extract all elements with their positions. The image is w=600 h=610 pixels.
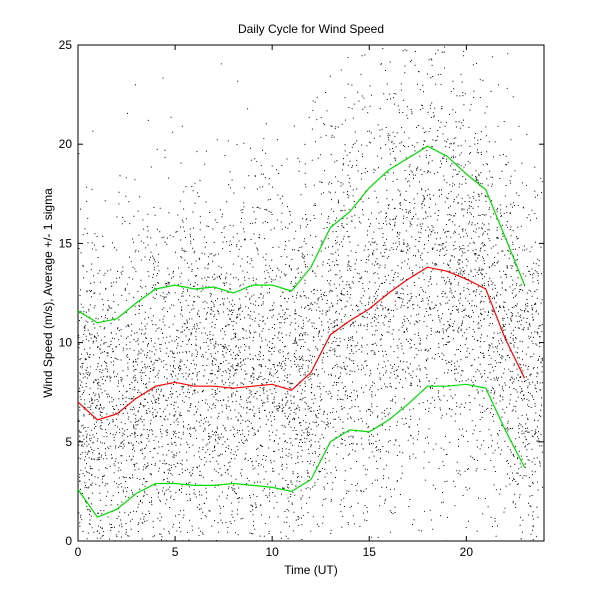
x-tick-label: 10 (265, 545, 279, 559)
y-tick-label: 15 (59, 236, 73, 250)
y-tick-label: 25 (59, 38, 73, 52)
x-axis-ticks: 0 5 10 15 20 (75, 45, 474, 559)
plot-area: 0 5 10 15 20 0 5 10 15 20 25 (59, 38, 545, 559)
y-tick-label: 5 (65, 435, 72, 449)
y-axis-label: Wind Speed (m/s), Average +/- 1 sigma (41, 188, 55, 398)
y-tick-label: 20 (59, 137, 73, 151)
x-tick-label: 0 (75, 545, 82, 559)
x-axis-label: Time (UT) (284, 563, 338, 577)
series-line-plus-1-sigma (77, 145, 526, 324)
plot-frame (77, 44, 545, 542)
y-tick-label: 0 (65, 534, 72, 548)
series-line-minus-1-sigma (77, 383, 526, 518)
scatter-points (78, 46, 543, 542)
y-tick-label: 10 (59, 336, 73, 350)
chart-title: Daily Cycle for Wind Speed (238, 22, 384, 36)
series-lines (77, 145, 526, 518)
y-axis-ticks: 0 5 10 15 20 25 (59, 38, 544, 548)
x-tick-label: 15 (363, 545, 377, 559)
scatter-point-cloud (78, 46, 543, 542)
series-line-average (77, 266, 526, 421)
x-tick-label: 20 (460, 545, 474, 559)
x-tick-label: 5 (172, 545, 179, 559)
